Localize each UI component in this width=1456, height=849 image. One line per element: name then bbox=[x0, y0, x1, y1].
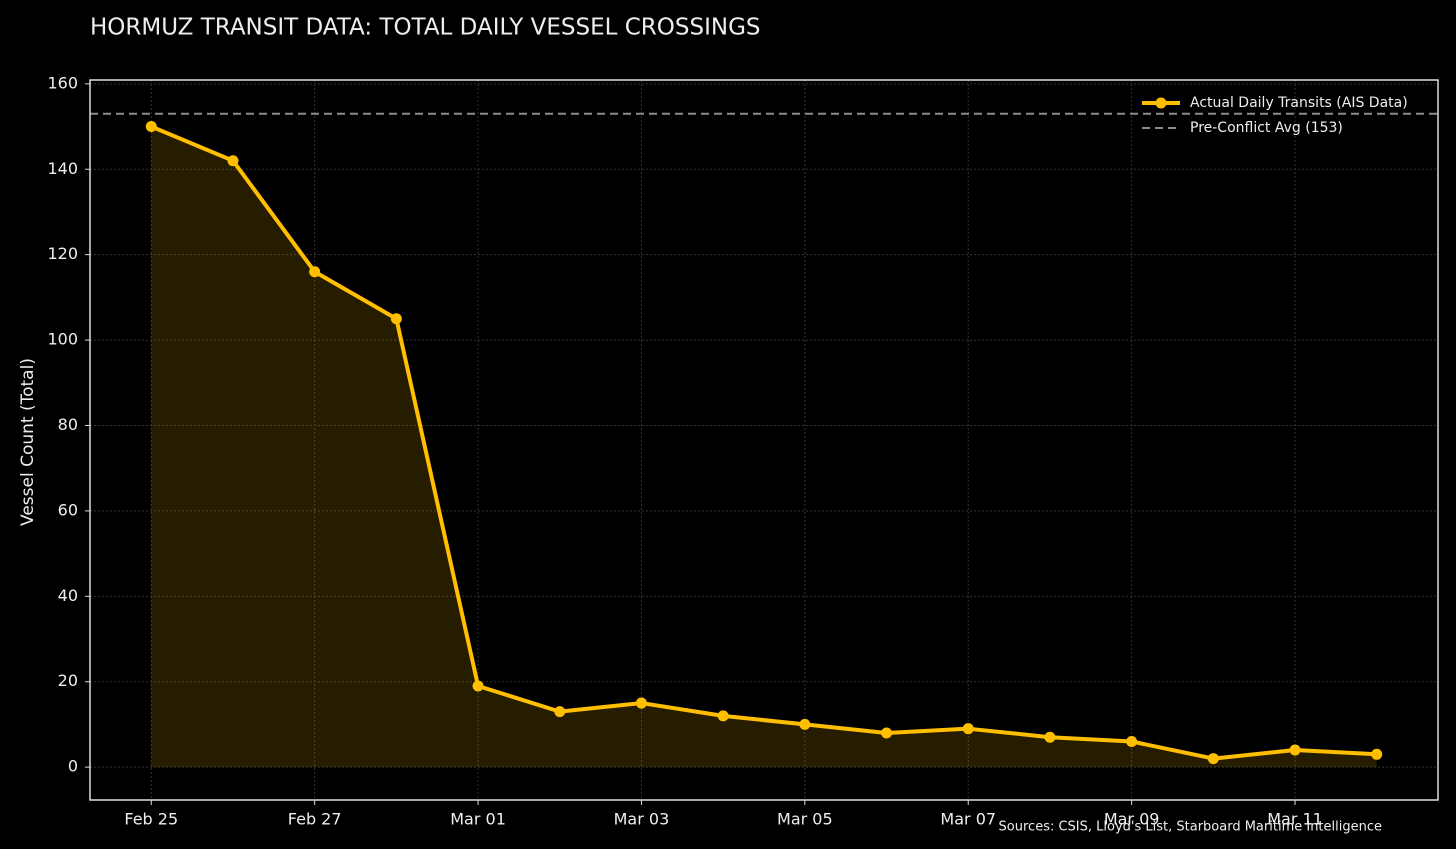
y-tick-label: 160 bbox=[47, 73, 78, 92]
point bbox=[1207, 753, 1219, 765]
y-tick-label: 40 bbox=[58, 586, 78, 605]
source-note: Sources: CSIS, Lloyd's List, Starboard M… bbox=[999, 820, 1382, 835]
point bbox=[962, 723, 974, 735]
y-axis-label: Vessel Count (Total) bbox=[18, 358, 38, 526]
point bbox=[1126, 735, 1138, 747]
y-tick-label: 120 bbox=[47, 244, 78, 263]
chart-title: HORMUZ TRANSIT DATA: TOTAL DAILY VESSEL … bbox=[90, 15, 761, 41]
point bbox=[1289, 744, 1301, 756]
y-tick-label: 20 bbox=[58, 671, 78, 690]
area bbox=[151, 126, 1377, 768]
x-tick-label: Feb 27 bbox=[288, 810, 342, 829]
plot-frame bbox=[89, 79, 1439, 801]
point bbox=[554, 706, 566, 718]
point bbox=[472, 680, 484, 692]
x-tick-label: Mar 11 bbox=[1267, 810, 1323, 829]
x-tick-label: Mar 09 bbox=[1104, 810, 1160, 829]
point bbox=[145, 121, 157, 133]
y-tick-label: 0 bbox=[68, 757, 78, 776]
point bbox=[227, 155, 239, 167]
x-tick-label: Mar 05 bbox=[777, 810, 833, 829]
y-tick-label: 60 bbox=[58, 500, 78, 519]
x-tick-label: Mar 01 bbox=[450, 810, 506, 829]
legend-label: Pre-Conflict Avg (153) bbox=[1190, 120, 1343, 136]
point bbox=[1044, 731, 1056, 743]
x-tick-label: Mar 03 bbox=[614, 810, 670, 829]
legend-label: Actual Daily Transits (AIS Data) bbox=[1190, 95, 1408, 111]
line bbox=[150, 124, 1377, 761]
x-tick-label: Feb 25 bbox=[124, 810, 178, 829]
y-tick-label: 100 bbox=[47, 330, 78, 349]
y-tick-label: 140 bbox=[47, 159, 78, 178]
point bbox=[717, 710, 729, 722]
point bbox=[635, 697, 647, 709]
point bbox=[1371, 748, 1383, 760]
point bbox=[390, 313, 402, 325]
point bbox=[881, 727, 893, 739]
y-tick-label: 80 bbox=[58, 415, 78, 434]
point bbox=[799, 718, 811, 730]
point bbox=[309, 266, 321, 278]
x-tick-label: Mar 07 bbox=[940, 810, 996, 829]
legend-swatch bbox=[1155, 97, 1167, 109]
